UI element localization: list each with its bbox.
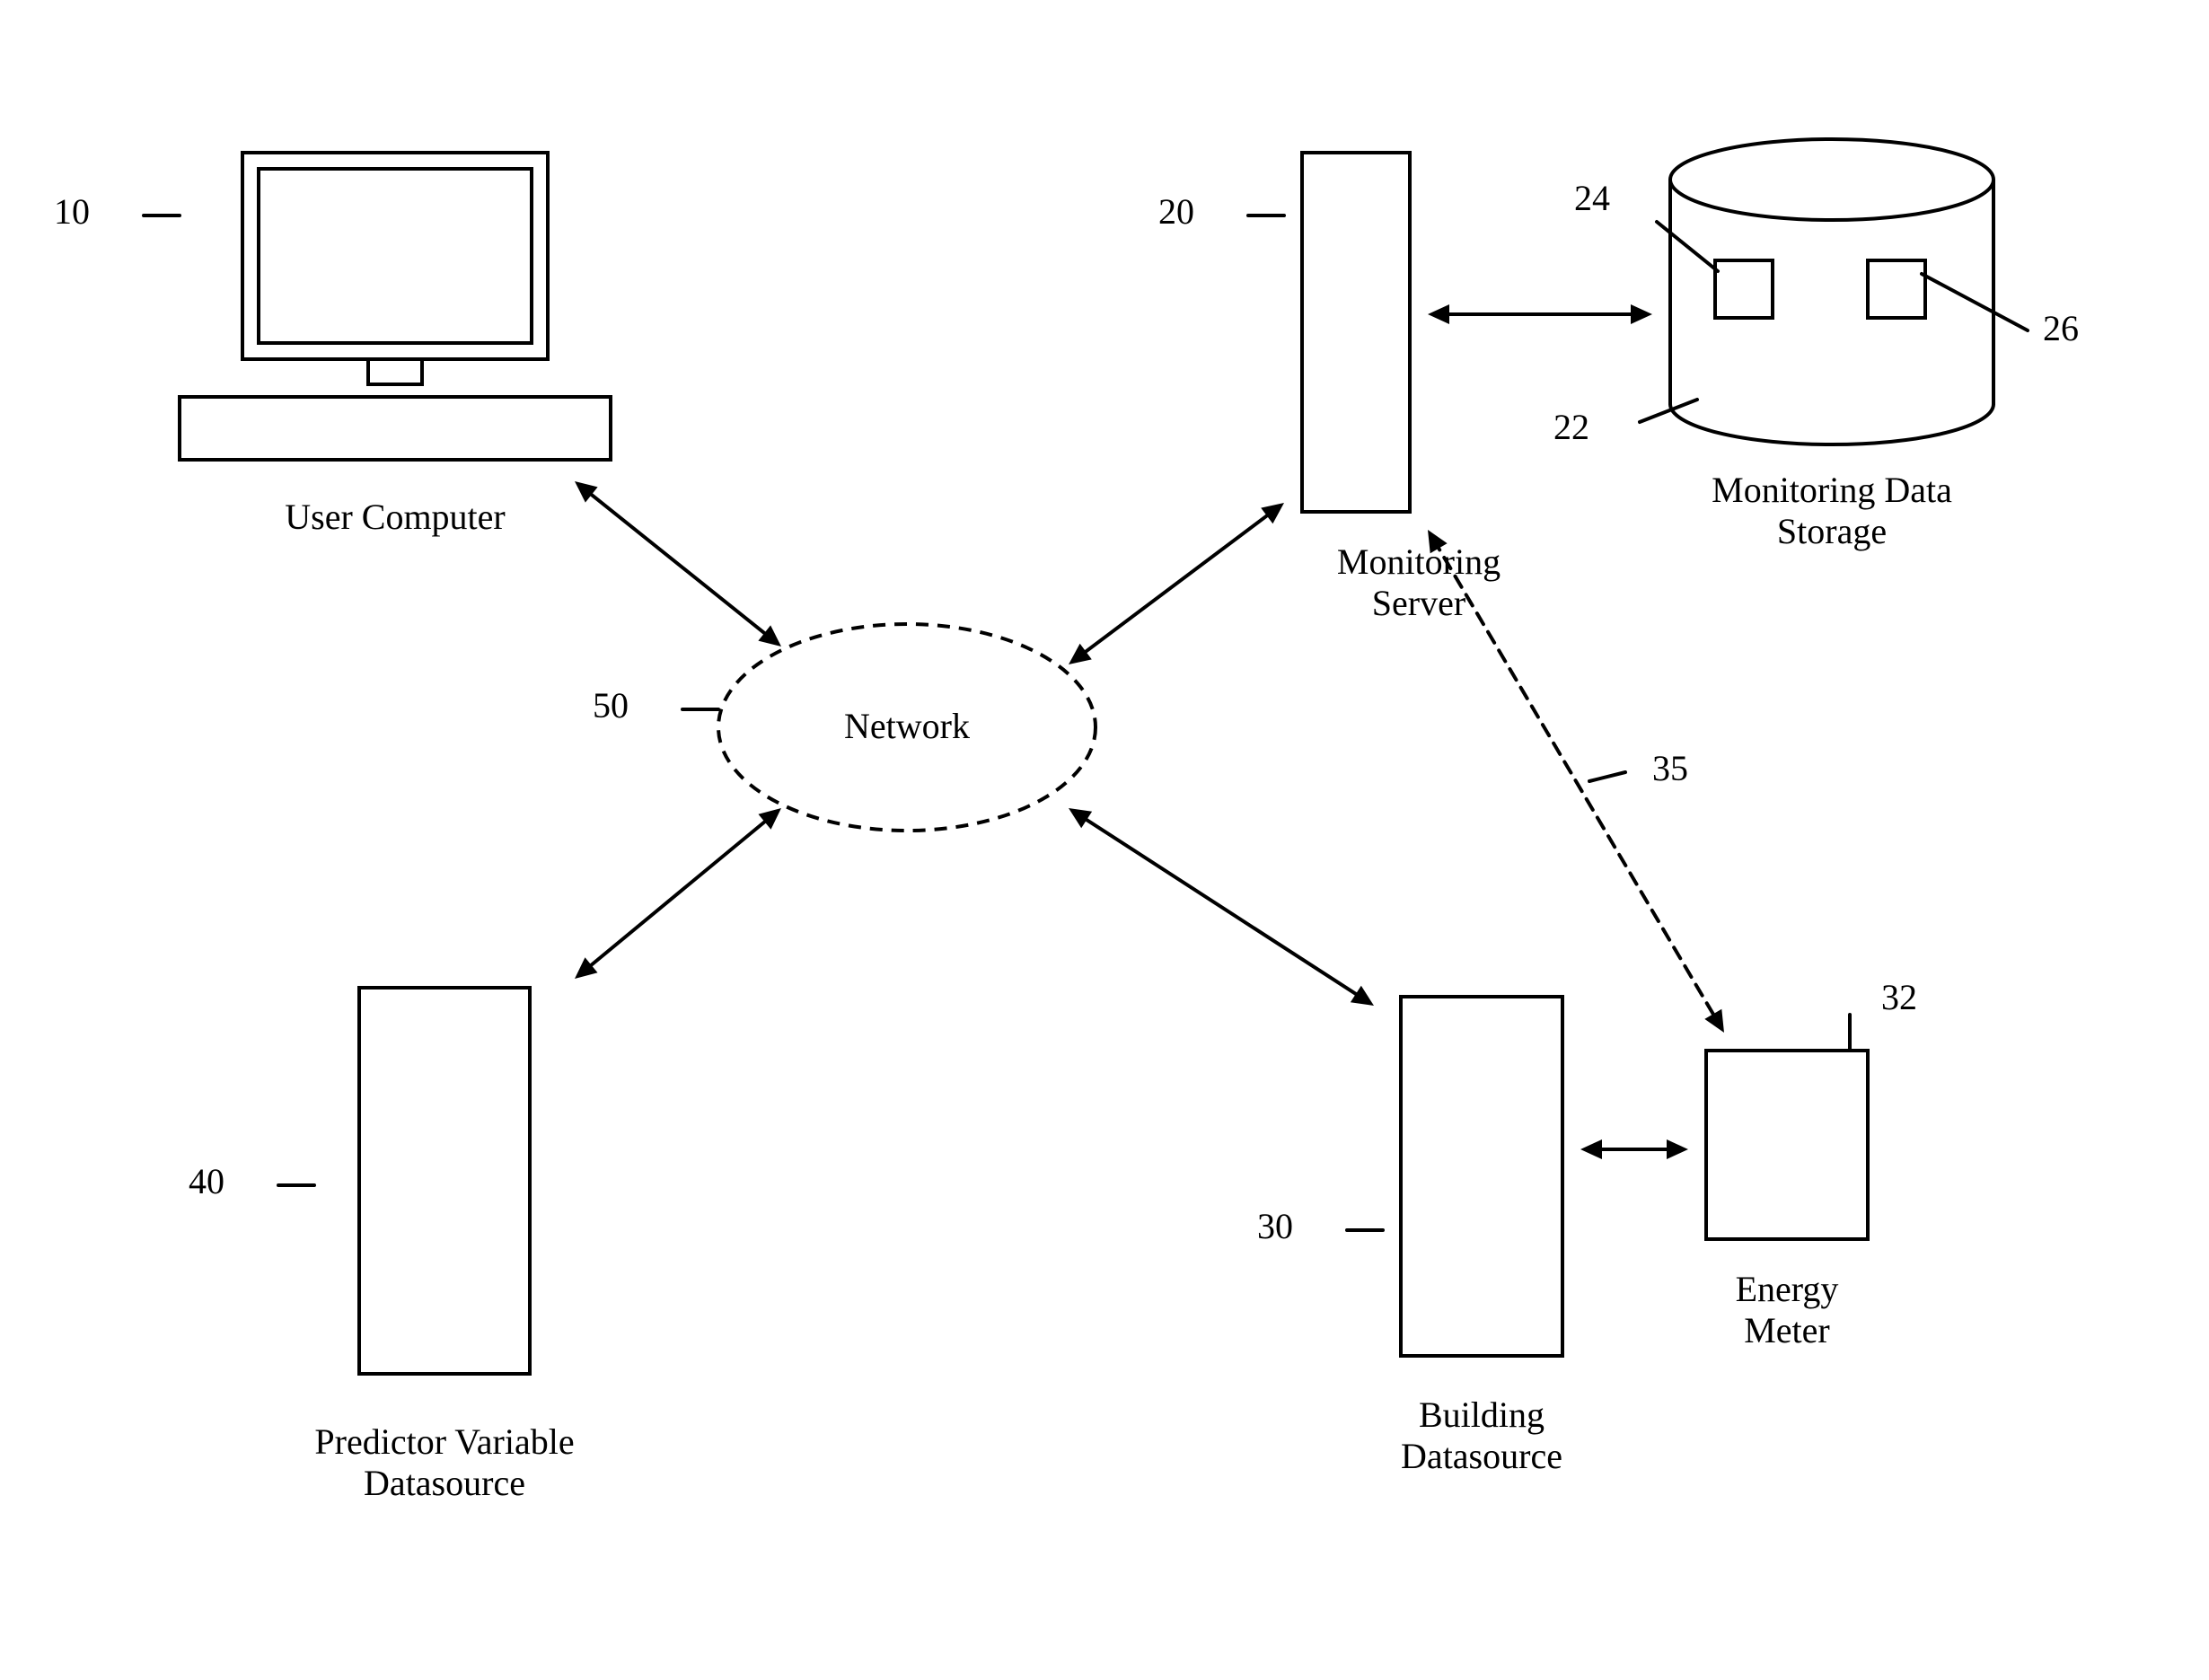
- svg-text:Meter: Meter: [1744, 1310, 1830, 1350]
- monitoring-server: MonitoringServer 20: [1158, 153, 1501, 623]
- edge-6: 35: [1428, 530, 1724, 1033]
- svg-text:Monitoring Data: Monitoring Data: [1712, 470, 1952, 510]
- edge-3: [1069, 808, 1374, 1006]
- svg-text:Server: Server: [1372, 583, 1465, 623]
- svg-text:Building: Building: [1419, 1394, 1545, 1435]
- edge-0: [575, 481, 781, 646]
- edge-1: [1069, 503, 1284, 664]
- svg-text:Network: Network: [844, 706, 970, 746]
- svg-text:Energy: Energy: [1736, 1269, 1839, 1309]
- predictor-variable-datasource: Predictor VariableDatasource 40: [189, 988, 575, 1503]
- edge-5: [1580, 1139, 1688, 1159]
- user-computer-label: User Computer: [285, 497, 506, 537]
- svg-text:50: 50: [593, 685, 629, 726]
- svg-text:10: 10: [54, 191, 90, 232]
- energy-meter: EnergyMeter 32: [1706, 977, 1917, 1350]
- svg-text:20: 20: [1158, 191, 1194, 232]
- svg-text:26: 26: [2043, 308, 2079, 348]
- edge-4: [1428, 304, 1652, 324]
- svg-text:Datasource: Datasource: [1401, 1436, 1562, 1476]
- svg-text:Predictor Variable: Predictor Variable: [314, 1421, 574, 1462]
- user-computer: User Computer 10: [54, 153, 611, 537]
- monitoring-data-storage: 24 26 22 Monitoring DataStorage: [1553, 139, 2079, 551]
- svg-text:Datasource: Datasource: [364, 1463, 525, 1503]
- svg-text:35: 35: [1652, 748, 1688, 788]
- svg-text:30: 30: [1257, 1206, 1293, 1246]
- edge-2: [575, 808, 781, 979]
- svg-text:22: 22: [1553, 407, 1589, 447]
- svg-text:Monitoring: Monitoring: [1337, 541, 1501, 582]
- svg-text:24: 24: [1574, 178, 1610, 218]
- svg-text:32: 32: [1881, 977, 1917, 1017]
- svg-text:Storage: Storage: [1777, 511, 1887, 551]
- network: Network 50: [593, 624, 1096, 831]
- building-datasource: BuildingDatasource 30: [1257, 997, 1562, 1476]
- svg-text:40: 40: [189, 1161, 224, 1201]
